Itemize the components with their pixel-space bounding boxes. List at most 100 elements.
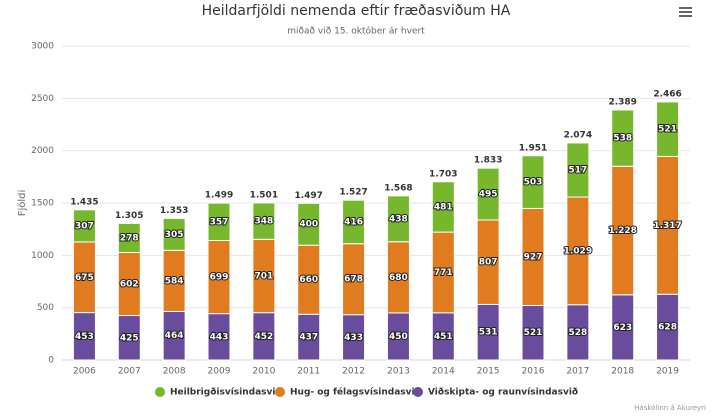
data-label: 517 xyxy=(568,165,587,175)
total-label: 1.703 xyxy=(429,169,457,179)
bar-segment xyxy=(386,195,410,243)
data-label: 438 xyxy=(389,214,408,224)
bar-segment xyxy=(521,155,545,209)
chart-subtitle: miðað við 15. október ár hvert xyxy=(287,26,425,37)
menu-button[interactable] xyxy=(679,7,692,17)
y-tick-label: 2500 xyxy=(31,94,54,104)
total-label: 1.501 xyxy=(250,190,278,200)
legend-marker xyxy=(275,387,285,397)
x-tick-label: 2011 xyxy=(297,367,320,377)
data-label: 680 xyxy=(389,273,408,283)
total-label: 1.435 xyxy=(70,197,98,207)
data-label: 1.317 xyxy=(653,221,681,231)
x-tick-label: 2016 xyxy=(522,367,545,377)
x-tick-label: 2012 xyxy=(342,367,365,377)
data-label: 453 xyxy=(75,332,94,342)
data-label: 927 xyxy=(524,252,543,262)
total-label: 1.951 xyxy=(519,143,547,153)
y-tick-label: 1000 xyxy=(31,251,54,261)
chart-title: Heildarfjöldi nemenda eftir fræðasviðum … xyxy=(202,3,511,19)
total-label: 2.389 xyxy=(608,97,636,107)
data-label: 521 xyxy=(658,125,677,135)
data-label: 437 xyxy=(299,333,318,343)
data-label: 278 xyxy=(120,233,139,243)
total-label: 1.305 xyxy=(115,211,143,221)
data-label: 416 xyxy=(344,217,363,227)
data-label: 678 xyxy=(344,275,363,285)
data-label: 771 xyxy=(434,268,453,278)
data-label: 305 xyxy=(165,230,184,240)
y-axis-title: Fjöldi xyxy=(17,190,28,217)
data-label: 495 xyxy=(479,190,498,200)
x-tick-label: 2014 xyxy=(432,367,455,377)
x-tick-label: 2009 xyxy=(208,367,231,377)
data-label: 400 xyxy=(299,220,318,230)
total-label: 1.497 xyxy=(294,191,322,201)
bar-segment xyxy=(431,181,455,233)
data-label: 675 xyxy=(75,273,94,283)
data-label: 357 xyxy=(210,217,229,227)
data-label: 623 xyxy=(613,323,632,333)
menu-bar xyxy=(679,15,692,17)
total-label: 2.074 xyxy=(564,130,592,140)
data-label: 1.029 xyxy=(564,246,592,256)
data-label: 433 xyxy=(344,333,363,343)
data-label: 602 xyxy=(120,280,139,290)
data-label: 464 xyxy=(165,331,184,341)
legend-marker xyxy=(413,387,423,397)
data-label: 452 xyxy=(254,332,273,342)
legend-item[interactable]: Heilbrigðisvísindasvið xyxy=(155,387,282,398)
data-label: 538 xyxy=(613,134,632,144)
data-label: 348 xyxy=(254,217,273,227)
data-label: 443 xyxy=(210,332,229,342)
bar-segment xyxy=(342,199,366,245)
bar-segment xyxy=(476,167,500,221)
menu-bar xyxy=(679,7,692,9)
data-label: 307 xyxy=(75,221,94,231)
bar-segment xyxy=(611,109,635,167)
data-label: 481 xyxy=(434,202,453,212)
data-label: 699 xyxy=(210,273,229,283)
x-tick-label: 2019 xyxy=(656,367,679,377)
data-label: 503 xyxy=(524,178,543,188)
menu-bar xyxy=(679,11,692,13)
data-label: 425 xyxy=(120,333,139,343)
x-tick-label: 2017 xyxy=(566,367,589,377)
y-tick-label: 1500 xyxy=(31,199,54,209)
data-label: 660 xyxy=(299,275,318,285)
data-label: 701 xyxy=(254,272,273,282)
x-tick-label: 2018 xyxy=(611,367,634,377)
data-label: 451 xyxy=(434,332,453,342)
x-tick-label: 2006 xyxy=(73,367,96,377)
bar-segment xyxy=(566,142,590,198)
y-tick-label: 500 xyxy=(37,303,54,313)
legend-item[interactable]: Viðskipta- og raunvísindasvið xyxy=(413,387,578,398)
legend-marker xyxy=(155,387,165,397)
bar-segment xyxy=(117,222,141,254)
x-tick-label: 2007 xyxy=(118,367,141,377)
data-label: 528 xyxy=(568,328,587,338)
bar-segment xyxy=(297,202,321,246)
legend-label: Hug- og félagsvísindasvið xyxy=(290,387,421,398)
credit: Háskólinn á Akureyri xyxy=(634,404,706,412)
total-label: 2.466 xyxy=(653,89,681,99)
total-label: 1.568 xyxy=(384,183,412,193)
bar-segment xyxy=(252,202,276,240)
legend-label: Heilbrigðisvísindasvið xyxy=(170,388,282,398)
x-tick-label: 2008 xyxy=(163,367,186,377)
data-label: 450 xyxy=(389,332,408,342)
y-tick-label: 0 xyxy=(48,356,54,366)
legend-label: Viðskipta- og raunvísindasvið xyxy=(428,388,578,398)
bar-segment xyxy=(656,101,680,157)
data-label: 521 xyxy=(524,328,543,338)
data-label: 628 xyxy=(658,323,677,333)
legend-item[interactable]: Hug- og félagsvísindasvið xyxy=(275,387,421,398)
x-tick-label: 2013 xyxy=(387,367,410,377)
data-label: 531 xyxy=(479,328,498,338)
y-tick-label: 2000 xyxy=(31,146,54,156)
data-label: 584 xyxy=(165,276,184,286)
data-label: 1.228 xyxy=(608,226,636,236)
total-label: 1.527 xyxy=(339,188,367,198)
x-tick-label: 2015 xyxy=(477,367,500,377)
